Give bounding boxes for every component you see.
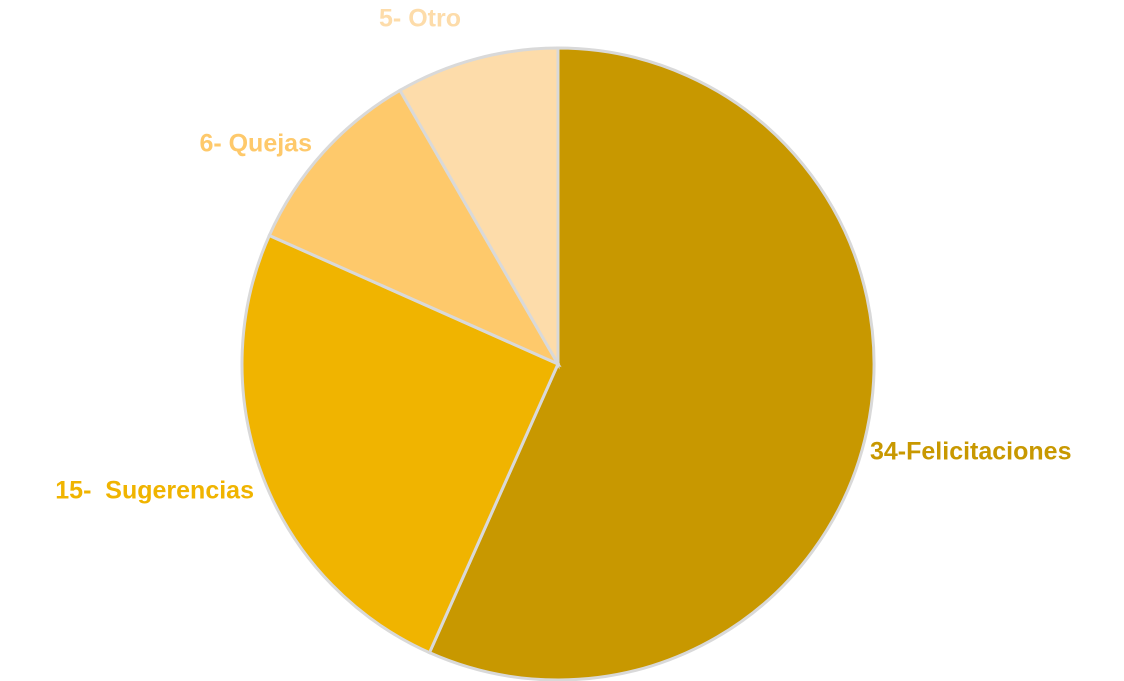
slice-label: 15- Sugerencias	[55, 477, 254, 505]
slice-label: 6- Quejas	[199, 130, 312, 158]
pie-slice	[240, 233, 560, 655]
pie-slice	[427, 46, 876, 681]
pie-slice	[397, 46, 560, 370]
pie-slice	[267, 88, 562, 368]
slice-label: 5- Otro	[379, 5, 461, 33]
slice-label: 34-Felicitaciones	[870, 438, 1071, 466]
